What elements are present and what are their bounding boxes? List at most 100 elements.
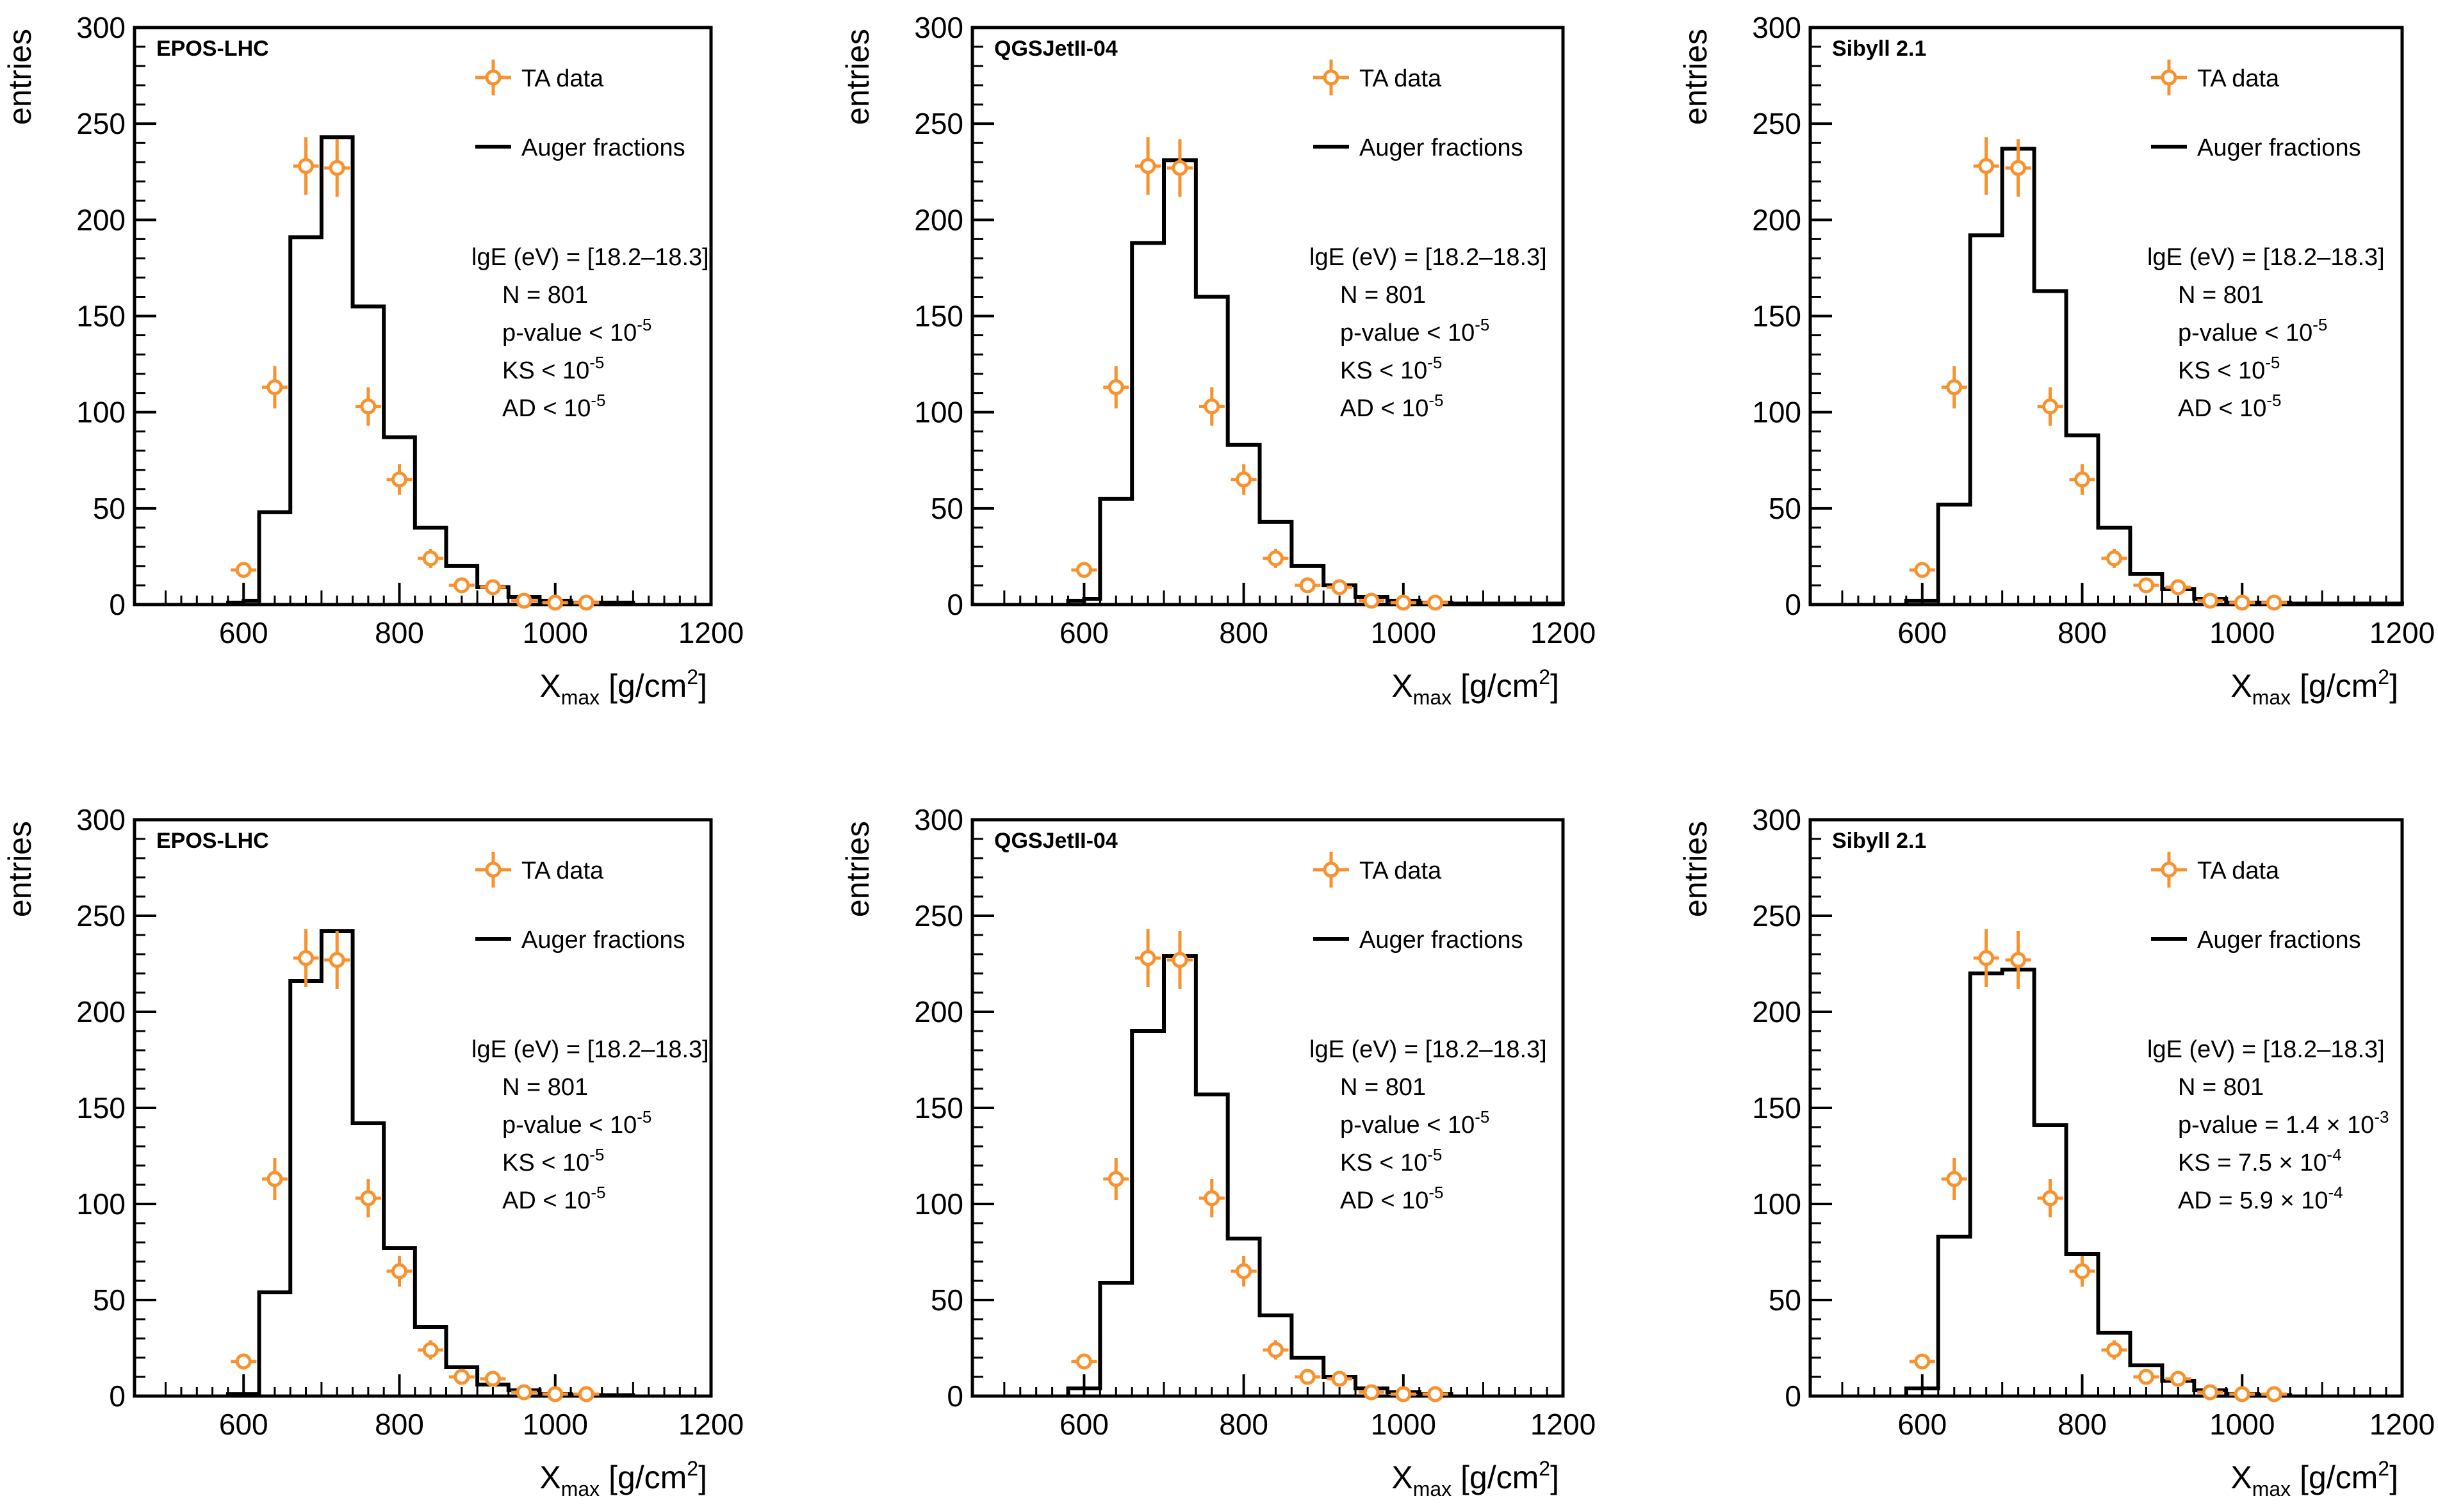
stat-text: N = 801	[502, 1074, 588, 1101]
ta-marker	[1267, 1342, 1284, 1358]
ta-marker	[2138, 1369, 2154, 1385]
stat-text: p-value < 10	[1340, 320, 1475, 346]
ta-marker	[2202, 1384, 2218, 1401]
x-axis-title: Xmax [g/cm2]	[1391, 665, 1559, 709]
y-tick-label: 100	[1752, 1187, 1801, 1221]
ta-marker	[516, 592, 532, 609]
ta-data-point	[1327, 579, 1353, 596]
x-axis-title-part: [g/cm	[1460, 1459, 1539, 1495]
ta-data-point	[2261, 594, 2287, 611]
x-axis-title-part: 2	[2378, 1457, 2389, 1480]
ta-data-point	[2005, 139, 2031, 197]
y-axis-title: entries	[840, 821, 876, 917]
stat-line: KS < 10-5	[502, 353, 604, 384]
ta-marker	[2042, 1190, 2059, 1207]
stat-text: KS < 10	[502, 357, 589, 384]
stat-line: p-value < 10-5	[1340, 1107, 1489, 1139]
x-tick-label: 1000	[523, 1408, 588, 1441]
y-tick-label: 300	[76, 11, 126, 44]
stat-text: p-value < 10	[502, 320, 637, 346]
ta-data-point	[1390, 594, 1416, 611]
ta-marker	[2074, 471, 2091, 488]
ta-marker	[235, 562, 252, 578]
stat-exponent: -5	[591, 1183, 605, 1202]
x-axis-title-part: 2	[687, 1457, 698, 1480]
ta-data-point	[386, 464, 413, 495]
ta-marker	[298, 158, 315, 174]
y-tick-label: 50	[931, 492, 963, 525]
ta-data-point	[1295, 1369, 1321, 1385]
x-axis-title-part: ]	[698, 1459, 707, 1495]
ta-data-point	[2133, 577, 2159, 594]
ta-marker	[2234, 594, 2250, 611]
x-tick-label: 1200	[678, 1408, 744, 1441]
ta-marker	[578, 1386, 594, 1402]
x-axis-title-part: ]	[698, 668, 707, 704]
ta-data-point	[448, 1369, 475, 1385]
stat-text: N = 801	[2178, 282, 2264, 309]
stat-line: AD < 10-5	[1340, 391, 1444, 422]
ta-marker	[2170, 579, 2186, 596]
y-tick-label: 50	[1769, 492, 1801, 525]
stat-exponent: -5	[2265, 353, 2280, 372]
stat-exponent: -5	[589, 353, 604, 372]
stat-text: AD = 5.9 × 10	[2178, 1187, 2328, 1214]
y-tick-label: 300	[1752, 11, 1801, 44]
model-label: Sibyll 2.1	[1832, 829, 1926, 853]
y-tick-label: 150	[1752, 300, 1801, 333]
y-tick-label: 100	[76, 396, 126, 429]
x-axis-title-space	[2291, 668, 2300, 704]
x-axis-title-part: 2	[687, 665, 698, 688]
ta-data-point	[1263, 1340, 1289, 1360]
stat-exponent: -5	[1428, 1183, 1443, 1202]
ta-marker	[360, 398, 377, 415]
y-tick-label: 300	[914, 11, 963, 44]
x-axis-title-space	[600, 668, 609, 704]
ta-data-point	[418, 548, 444, 568]
ta-data-point	[2229, 1386, 2255, 1402]
model-label: EPOS-LHC	[156, 37, 269, 61]
y-tick-label: 0	[947, 588, 963, 621]
y-tick-label: 50	[93, 492, 126, 525]
ta-marker	[547, 594, 564, 611]
chart-panel-3: 0 50 100 150 200 250 300 600 800 1000 1200 entries X…	[1678, 11, 2435, 709]
ta-data-point	[231, 1353, 257, 1370]
ta-marker	[266, 379, 283, 396]
ta-marker	[1204, 1190, 1220, 1207]
x-tick-label: 800	[2058, 1408, 2107, 1441]
legend-data-label: TA data	[521, 858, 604, 884]
x-tick-label: 800	[1219, 1408, 1268, 1441]
x-axis-title-part: X	[539, 668, 560, 704]
x-tick-label: 1200	[2369, 1408, 2435, 1441]
legend-data-marker	[485, 69, 502, 86]
ta-marker	[391, 1263, 408, 1280]
y-tick-label: 300	[914, 803, 963, 836]
ta-marker	[1363, 1384, 1380, 1401]
y-tick-label: 150	[76, 1091, 126, 1125]
ta-marker	[1299, 577, 1316, 594]
stat-text: p-value = 1.4 × 10	[2178, 1112, 2374, 1139]
ta-data-point	[511, 592, 537, 609]
x-axis-title-part: X	[1391, 668, 1412, 704]
auger-histogram	[1066, 158, 1565, 606]
ta-marker	[1395, 594, 1412, 611]
ta-data-point	[1422, 1386, 1448, 1402]
ta-marker	[1076, 562, 1092, 578]
x-axis-title-part: 2	[1539, 665, 1550, 688]
x-tick-label: 600	[1897, 616, 1947, 649]
chart-panel-4: 0 50 100 150 200 250 300 600 800 1000 1200 entries X…	[2, 803, 744, 1500]
ta-data-point	[1135, 137, 1161, 195]
ta-data-point	[2133, 1369, 2159, 1385]
ta-marker	[2074, 1263, 2091, 1280]
ta-data-point	[2197, 592, 2223, 609]
stat-line: KS < 10-5	[1340, 353, 1442, 384]
x-tick-label: 600	[1059, 616, 1109, 649]
stat-line: lgE (eV) = [18.2–18.3]	[2147, 1036, 2385, 1063]
x-axis-title-part: [g/cm	[1460, 668, 1539, 704]
ta-data-point	[386, 1256, 413, 1287]
y-tick-label: 200	[1752, 203, 1801, 236]
x-axis-title-part: 2	[1539, 1457, 1550, 1480]
x-tick-label: 600	[1897, 1408, 1947, 1441]
x-tick-label: 1000	[1371, 616, 1436, 649]
ta-data-point	[573, 1386, 600, 1402]
